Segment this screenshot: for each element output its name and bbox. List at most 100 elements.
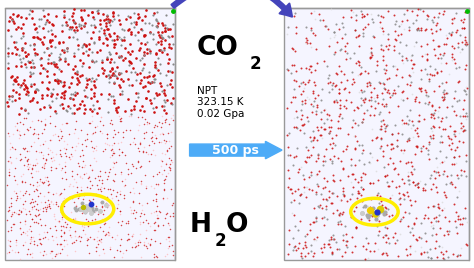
Point [344, 132, 352, 137]
Point [113, 248, 121, 253]
Point [439, 252, 447, 256]
Point [368, 17, 376, 21]
Point [61, 138, 68, 143]
Point [360, 111, 367, 116]
Point [297, 91, 304, 96]
Point [447, 32, 455, 36]
Point [319, 159, 327, 163]
Point [140, 53, 148, 57]
Point [110, 73, 118, 77]
Point [43, 205, 50, 209]
Point [394, 131, 402, 135]
Point [4, 28, 12, 32]
Point [289, 47, 296, 51]
Point [322, 203, 330, 208]
Point [150, 125, 157, 129]
Point [357, 217, 365, 221]
Point [440, 42, 448, 46]
Point [434, 205, 442, 209]
Point [103, 132, 110, 136]
Point [435, 84, 443, 88]
Point [389, 132, 396, 136]
Point [41, 67, 48, 71]
Point [340, 103, 348, 108]
Point [56, 127, 64, 131]
Point [118, 170, 125, 174]
Point [318, 250, 326, 254]
Point [436, 124, 443, 129]
Point [127, 171, 135, 175]
Point [42, 206, 50, 211]
Point [122, 220, 129, 225]
Point [85, 121, 92, 125]
Point [11, 45, 18, 50]
Point [444, 229, 451, 233]
Point [84, 52, 91, 57]
Point [291, 78, 298, 82]
Point [405, 138, 412, 143]
Point [284, 68, 292, 72]
Point [57, 210, 65, 214]
Point [11, 124, 18, 128]
Point [437, 226, 444, 230]
Point [374, 213, 381, 217]
Point [456, 50, 464, 54]
Point [100, 31, 108, 35]
Point [77, 153, 84, 158]
Point [461, 114, 469, 118]
Point [308, 110, 316, 114]
Point [414, 181, 422, 185]
Point [20, 116, 27, 120]
Point [121, 183, 129, 187]
Point [21, 131, 28, 136]
Point [359, 243, 367, 248]
Point [155, 209, 163, 213]
Point [415, 86, 422, 91]
Point [320, 59, 328, 63]
Point [142, 117, 149, 121]
Point [112, 193, 119, 198]
Point [459, 114, 466, 118]
Point [76, 58, 83, 62]
Point [450, 16, 458, 20]
Point [19, 46, 27, 51]
Point [453, 161, 460, 165]
Point [336, 198, 344, 202]
Point [167, 144, 174, 148]
Point [92, 204, 100, 208]
Point [33, 35, 41, 39]
Point [55, 134, 62, 138]
Point [409, 92, 416, 96]
Point [27, 171, 35, 175]
Point [338, 116, 346, 120]
Point [373, 158, 381, 162]
Point [399, 98, 406, 102]
Point [159, 196, 167, 200]
Point [8, 74, 16, 79]
Point [74, 136, 82, 141]
Point [82, 76, 90, 80]
Point [22, 54, 29, 58]
Point [352, 226, 360, 230]
Point [136, 58, 143, 62]
Point [106, 20, 113, 24]
Point [292, 69, 300, 73]
Point [56, 151, 64, 156]
Point [426, 100, 433, 104]
Point [109, 9, 117, 14]
Point [39, 26, 46, 30]
Point [73, 107, 81, 111]
Point [57, 228, 64, 232]
Point [85, 42, 92, 47]
Point [109, 160, 117, 164]
Point [383, 76, 391, 81]
Point [93, 99, 100, 103]
Point [140, 242, 148, 246]
Point [380, 165, 387, 169]
Point [117, 36, 125, 41]
Point [143, 184, 150, 189]
Point [430, 47, 438, 51]
Point [62, 121, 70, 125]
Point [313, 105, 320, 110]
Point [456, 154, 463, 158]
